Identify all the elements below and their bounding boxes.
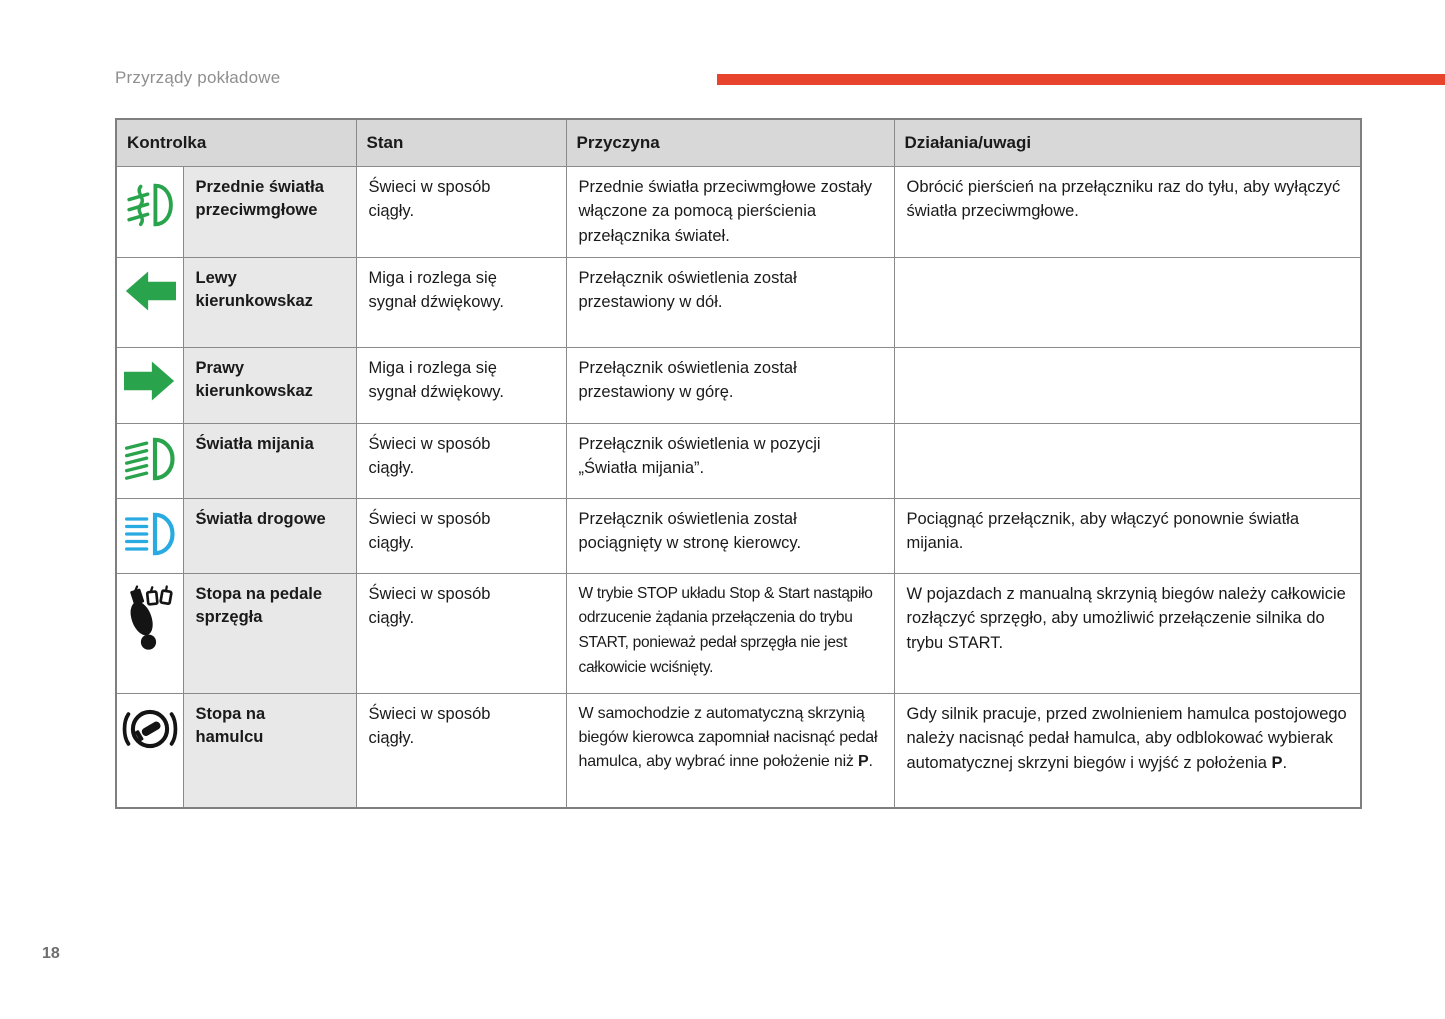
indicator-icon-cell	[115, 692, 184, 809]
indicator-cause: W samochodzie z automatyczną skrzynią bi…	[565, 692, 895, 809]
indicator-icon-cell	[115, 256, 184, 348]
indicator-actions: Gdy silnik pracuje, przed zwolnieniem ha…	[893, 692, 1362, 809]
indicator-state: Świeci w sposób ciągły.	[355, 692, 567, 809]
left-turn-signal-icon	[125, 271, 176, 310]
table-header-row: Kontrolka Stan Przyczyna Działania/uwagi	[115, 118, 1362, 167]
header-stan: Stan	[355, 118, 567, 167]
right-turn-signal-icon	[123, 361, 174, 400]
table-row: Lewy kierunkowskaz Miga i rozlega się sy…	[115, 256, 1362, 348]
page-title: Przyrządy pokładowe	[115, 68, 281, 87]
gear-position-p: P	[857, 752, 869, 770]
cause-text-end: .	[868, 752, 873, 770]
table-row: Prawy kierunkowskaz Miga i rozlega się s…	[115, 346, 1362, 424]
table-row: Stopa na hamulcu Świeci w sposób ciągły.…	[115, 692, 1362, 809]
indicator-cause: Przełącznik oświetlenia został przestawi…	[565, 346, 895, 424]
indicator-cause: Przełącznik oświetlenia został pociągnię…	[565, 497, 895, 574]
indicator-state: Miga i rozlega się sygnał dźwiękowy.	[355, 346, 567, 424]
low-beam-icon	[124, 437, 175, 480]
indicator-cause: Przednie światła przeciwmgłowe zostały w…	[565, 165, 895, 258]
indicator-state: Świeci w sposób ciągły.	[355, 497, 567, 574]
table-row: Światła mijania Świeci w sposób ciągły. …	[115, 422, 1362, 499]
table-row: Światła drogowe Świeci w sposób ciągły. …	[115, 497, 1362, 574]
header-dzialania: Działania/uwagi	[893, 118, 1362, 167]
indicator-actions: Obrócić pierścień na przełączniku raz do…	[893, 165, 1362, 258]
indicator-actions: W pojazdach z manualną skrzynią biegów n…	[893, 572, 1362, 694]
gear-position-p: P	[1271, 754, 1283, 772]
indicator-name: Przednie światła przeciwmgłowe	[182, 165, 357, 258]
indicator-icon-cell	[115, 422, 184, 499]
indicator-actions	[893, 422, 1362, 499]
indicator-cause: Przełącznik oświetlenia został przestawi…	[565, 256, 895, 348]
table-row: Stopa na pedale sprzęgła Świeci w sposób…	[115, 572, 1362, 694]
indicator-name: Prawy kierunkowskaz	[182, 346, 357, 424]
indicator-actions	[893, 256, 1362, 348]
front-fog-lights-icon	[127, 183, 173, 226]
indicator-cause: W trybie STOP układu Stop & Start nastąp…	[565, 572, 895, 694]
header-przyczyna: Przyczyna	[565, 118, 895, 167]
actions-text: Gdy silnik pracuje, przed zwolnieniem ha…	[906, 704, 1347, 773]
indicator-actions: Pociągnąć przełącznik, aby włączyć ponow…	[893, 497, 1362, 574]
page-number: 18	[42, 945, 60, 962]
indicator-actions	[893, 346, 1362, 424]
indicator-icon-cell	[115, 572, 184, 694]
indicator-name: Stopa na hamulcu	[182, 692, 357, 809]
brake-pedal-foot-icon	[122, 709, 178, 748]
actions-text-end: .	[1282, 754, 1288, 772]
high-beam-icon	[124, 512, 175, 555]
indicator-icon-cell	[115, 165, 184, 258]
indicator-state: Świeci w sposób ciągły.	[355, 422, 567, 499]
indicator-cause: Przełącznik oświetlenia w pozycji „Świat…	[565, 422, 895, 499]
indicator-state: Miga i rozlega się sygnał dźwiękowy.	[355, 256, 567, 348]
cause-text: W samochodzie z automatyczną skrzynią bi…	[578, 704, 878, 770]
table-row: Przednie światła przeciwmgłowe Świeci w …	[115, 165, 1362, 258]
indicator-name: Światła mijania	[182, 422, 357, 499]
accent-bar	[717, 74, 1445, 85]
header-kontrolka: Kontrolka	[115, 118, 357, 167]
clutch-pedal-foot-icon	[130, 584, 173, 650]
indicator-icon-cell	[115, 346, 184, 424]
indicator-table: Kontrolka Stan Przyczyna Działania/uwagi…	[115, 118, 1362, 809]
indicator-state: Świeci w sposób ciągły.	[355, 572, 567, 694]
indicator-name: Stopa na pedale sprzęgła	[182, 572, 357, 694]
indicator-state: Świeci w sposób ciągły.	[355, 165, 567, 258]
indicator-name: Lewy kierunkowskaz	[182, 256, 357, 348]
indicator-icon-cell	[115, 497, 184, 574]
indicator-name: Światła drogowe	[182, 497, 357, 574]
